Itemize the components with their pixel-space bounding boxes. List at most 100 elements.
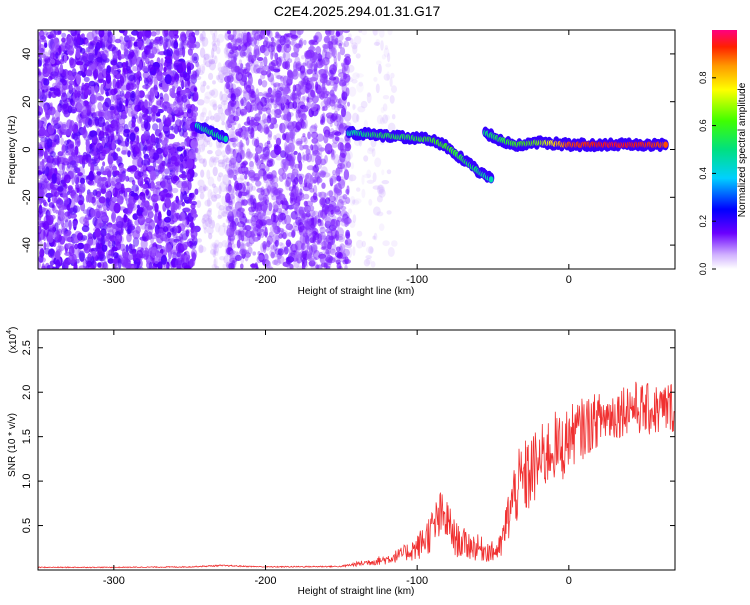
heatmap-noise-cell xyxy=(108,157,113,169)
heatmap-noise-cell xyxy=(76,35,81,46)
heatmap-noise-cell xyxy=(373,76,378,82)
heatmap-noise-cell xyxy=(141,55,147,61)
heatmap-noise-cell xyxy=(157,211,162,221)
heatmap-noise-cell xyxy=(101,49,109,60)
heatmap-noise-cell xyxy=(298,162,303,168)
heatmap-noise-cell xyxy=(241,235,249,242)
heatmap-noise-cell xyxy=(217,175,222,182)
heatmap-noise-cell xyxy=(79,216,87,225)
heatmap-noise-cell xyxy=(80,177,85,185)
heatmap-noise-cell xyxy=(158,132,163,139)
heatmap-noise-cell xyxy=(197,154,203,161)
heatmap-noise-cell xyxy=(61,32,67,38)
heatmap-noise-cell xyxy=(88,170,94,182)
heatmap-noise-cell xyxy=(227,30,231,35)
heatmap-noise-cell xyxy=(185,88,191,98)
heatmap-noise-cell xyxy=(129,132,136,142)
heatmap-noise-cell xyxy=(309,76,317,82)
heatmap-noise-cell xyxy=(56,104,61,111)
heatmap-noise-cell xyxy=(285,146,290,154)
heatmap-noise-cell xyxy=(138,60,143,71)
heatmap-noise-cell xyxy=(274,239,279,247)
heatmap-noise-cell xyxy=(41,265,47,269)
heatmap-noise-cell xyxy=(281,204,287,209)
heatmap-noise-cell xyxy=(193,56,198,61)
heatmap-noise-cell xyxy=(164,117,172,128)
heatmap-noise-cell xyxy=(213,185,219,194)
heatmap-noise-cell xyxy=(380,107,385,113)
heatmap-noise-cell xyxy=(94,46,98,56)
heatmap-noise-cell xyxy=(186,135,190,147)
heatmap-noise-cell xyxy=(180,141,186,148)
heatmap-noise-cell xyxy=(98,196,106,204)
heatmap-noise-cell xyxy=(197,238,203,243)
chart-title: C2E4.2025.294.01.31.G17 xyxy=(274,3,441,19)
heatmap-noise-cell xyxy=(125,244,129,253)
heatmap-noise-cell xyxy=(101,149,107,157)
heatmap-noise-cell xyxy=(77,90,82,96)
snr-x-axis-label: Height of straight line (km) xyxy=(298,586,415,597)
heatmap-noise-cell xyxy=(118,55,122,61)
heatmap-noise-cell xyxy=(376,60,382,66)
heatmap-noise-cell xyxy=(127,70,135,82)
heatmap-noise-cell xyxy=(211,194,218,202)
heatmap-noise-cell xyxy=(293,68,298,77)
heatmap-noise-cell xyxy=(108,234,115,245)
heatmap-noise-cell xyxy=(89,102,96,112)
heatmap-noise-cell xyxy=(352,72,360,80)
heatmap-noise-cell xyxy=(59,59,65,65)
heatmap-noise-cell xyxy=(78,119,82,130)
heatmap-noise-cell xyxy=(190,219,194,231)
heatmap-noise-cell xyxy=(123,93,131,99)
heatmap-noise-cell xyxy=(390,72,395,79)
heatmap-noise-cell xyxy=(88,80,96,87)
heatmap-noise-cell xyxy=(233,136,239,143)
heatmap-noise-cell xyxy=(51,133,58,140)
signal-track-core xyxy=(488,176,494,183)
heatmap-noise-cell xyxy=(68,245,75,257)
heatmap-noise-cell xyxy=(339,142,345,152)
snr-y-tick-label: 1.0 xyxy=(21,473,33,488)
heatmap-noise-cell xyxy=(108,187,116,195)
heatmap-noise-cell xyxy=(143,207,147,218)
heatmap-noise-cell xyxy=(150,133,156,143)
heatmap-noise-cell xyxy=(137,40,144,48)
heatmap-noise-cell xyxy=(251,185,256,191)
heatmap-noise-cell xyxy=(386,71,390,81)
heatmap-noise-cell xyxy=(344,53,351,59)
heatmap-noise-cell xyxy=(374,157,382,168)
heatmap-noise-cell xyxy=(264,91,271,99)
heatmap-noise-cell xyxy=(186,173,191,180)
heatmap-noise-cell xyxy=(219,91,223,101)
heatmap-noise-cell xyxy=(291,230,296,238)
heatmap-noise-cell xyxy=(101,183,106,195)
heatmap-noise-cell xyxy=(391,240,398,247)
heatmap-noise-cell xyxy=(302,154,310,161)
heatmap-noise-cell xyxy=(50,71,59,77)
heatmap-noise-cell xyxy=(91,157,98,162)
heatmap-noise-cell xyxy=(282,87,290,95)
heatmap-noise-cell xyxy=(261,80,268,88)
heatmap-noise-cell xyxy=(110,180,116,189)
heatmap-noise-cell xyxy=(76,140,81,146)
heatmap-noise-cell xyxy=(319,58,323,66)
heatmap-noise-cell xyxy=(157,261,163,269)
heatmap-noise-cell xyxy=(68,80,75,86)
heatmap-noise-cell xyxy=(150,170,157,181)
heatmap-noise-cell xyxy=(289,30,296,37)
heatmap-noise-cell xyxy=(165,37,169,48)
heatmap-noise-cell xyxy=(278,233,283,239)
heatmap-noise-cell xyxy=(100,228,107,237)
heatmap-noise-cell xyxy=(76,74,81,85)
heatmap-noise-cell xyxy=(132,230,140,240)
heatmap-noise-cell xyxy=(150,104,158,114)
heatmap-noise-cell xyxy=(110,111,114,118)
heatmap-noise-cell xyxy=(132,236,140,247)
heatmap-noise-cell xyxy=(154,142,159,148)
heatmap-noise-cell xyxy=(299,226,303,236)
heatmap-noise-cell xyxy=(227,42,232,50)
heatmap-noise-cell xyxy=(60,122,69,133)
heatmap-noise-cell xyxy=(253,44,260,56)
heatmap-noise-cell xyxy=(239,99,247,104)
heatmap-noise-cell xyxy=(361,240,366,248)
